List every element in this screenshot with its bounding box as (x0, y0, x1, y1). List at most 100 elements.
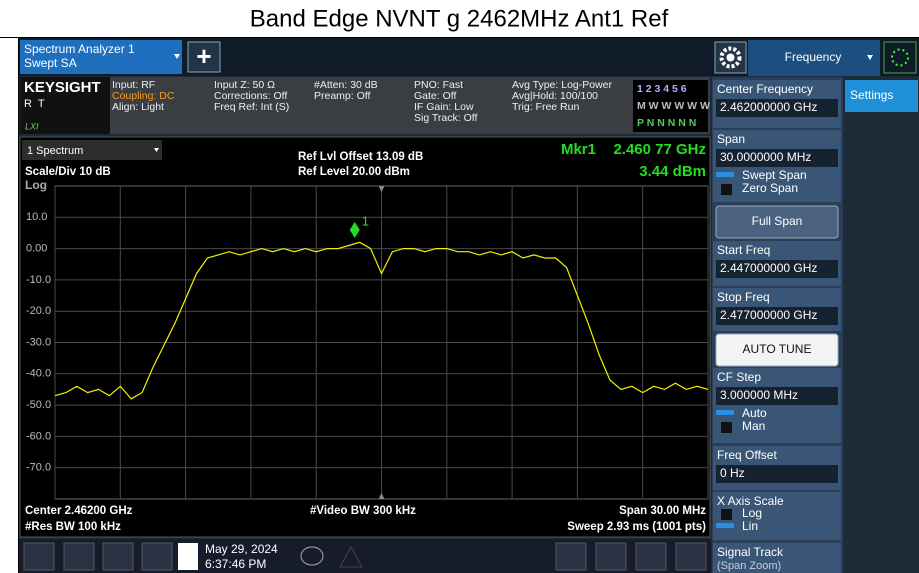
info-text: Avg Type: Log-Power (512, 79, 613, 91)
softkey-value: 2.462000000 GHz (720, 100, 817, 114)
footer-rbw: #Res BW 100 kHz (25, 521, 121, 533)
taskbar-icon[interactable] (63, 542, 95, 571)
taskbar-icon[interactable] (102, 542, 134, 571)
y-tick-label: 10.0 (26, 211, 47, 223)
settings-label: Settings (850, 88, 893, 102)
y-tick-label: 0.00 (26, 243, 47, 255)
info-text: PNO: Fast (414, 79, 463, 91)
taskbar-icon[interactable] (675, 542, 707, 571)
y-tick-label: -50.0 (26, 399, 51, 411)
info-text: Input Z: 50 Ω (214, 79, 275, 91)
footer-sweep: Sweep 2.93 ms (1001 pts) (567, 521, 706, 533)
option-label: Lin (742, 519, 758, 533)
panel-dropdown[interactable] (22, 140, 162, 160)
taskbar-icon[interactable] (23, 542, 55, 571)
marker-id: 1 (362, 213, 369, 228)
info-text: #Atten: 30 dB (314, 79, 378, 91)
chat-icon[interactable] (300, 546, 324, 566)
info-text: Corrections: Off (214, 90, 287, 102)
gear-icon (726, 53, 735, 62)
softkey-value: (Span Zoom) (717, 560, 781, 572)
trace-row: 1 2 3 4 5 6 (637, 83, 687, 95)
page-title: Band Edge NVNT g 2462MHz Ant1 Ref (250, 5, 669, 32)
info-text: Preamp: Off (314, 90, 370, 102)
softkey-button[interactable] (715, 205, 839, 239)
softkey-label: Span (717, 132, 745, 146)
softkey-value-box (716, 465, 838, 483)
softkey[interactable] (713, 543, 841, 573)
info-text: Gate: Off (414, 90, 456, 102)
softkey-value-box (716, 307, 838, 325)
status-icon[interactable] (883, 41, 917, 74)
info-text: Align: Light (112, 101, 164, 113)
softkey-value: 2.447000000 GHz (720, 261, 817, 275)
option-label: Swept Span (742, 168, 807, 182)
marker-readout-x: 2.460 77 GHz (613, 141, 706, 158)
softkey-button[interactable] (715, 333, 839, 367)
scale-type: Log (25, 178, 47, 192)
softkey-value-box (716, 149, 838, 167)
dropdown-arrow (154, 148, 159, 152)
trace-row: P N N N N N (637, 117, 696, 129)
analyzer-tab[interactable] (20, 40, 182, 74)
y-tick-label: -10.0 (26, 274, 51, 286)
option-label: Zero Span (742, 181, 798, 195)
taskbar-icon[interactable] (555, 542, 587, 571)
info-text: Sig Track: Off (414, 112, 477, 124)
ref-level: Ref Level 20.00 dBm (298, 166, 410, 178)
marker (349, 221, 360, 238)
dropdown-arrow (867, 55, 873, 60)
softkey-value-box (716, 260, 838, 278)
status-icon (891, 48, 909, 67)
add-label: + (196, 41, 211, 71)
softkey-value: 30.0000000 MHz (720, 150, 811, 164)
softkey[interactable] (713, 492, 841, 540)
y-tick-label: -70.0 (26, 462, 51, 474)
y-tick-label: -30.0 (26, 336, 51, 348)
menu-tab[interactable] (748, 40, 880, 76)
softkey-value: 2.477000000 GHz (720, 308, 817, 322)
option-label: Log (742, 506, 762, 520)
softkey-label: Start Freq (717, 243, 770, 257)
softkey-label: Freq Offset (717, 448, 777, 462)
trace-box (633, 80, 708, 132)
info-text: Coupling: DC (112, 90, 175, 102)
y-tick-label: -40.0 (26, 368, 51, 380)
taskbar-icon[interactable] (635, 542, 667, 571)
marker-readout-y: 3.44 dBm (639, 163, 706, 180)
tab-title: Spectrum Analyzer 1 (24, 42, 135, 56)
info-text: Trig: Free Run (512, 101, 579, 113)
add-button[interactable] (187, 41, 221, 73)
info-text: Input: RF (112, 79, 155, 91)
option-selected (716, 523, 734, 528)
softkey-label: CF Step (717, 370, 761, 384)
tab-subtitle: Swept SA (24, 56, 77, 70)
lxi: LXI (25, 121, 39, 131)
option-box (721, 184, 732, 195)
scale-label: Scale/Div 10 dB (25, 166, 111, 178)
trace (54, 241, 709, 400)
trace-row: M W W W W W (637, 100, 710, 112)
softkey[interactable] (713, 368, 841, 443)
softkey-label: AUTO TUNE (743, 342, 812, 356)
option-selected (716, 410, 734, 415)
taskbar-icon[interactable] (595, 542, 627, 571)
marker-readout-name: Mkr1 (561, 141, 596, 158)
settings-tab[interactable] (845, 80, 918, 112)
help-icon[interactable] (178, 543, 198, 570)
softkey-value-box (716, 99, 838, 117)
mode: R T (24, 98, 45, 110)
taskbar-icon[interactable] (141, 542, 173, 571)
option-box (721, 422, 732, 433)
panel-name: 1 Spectrum (27, 145, 83, 157)
brand: KEYSIGHT (24, 79, 101, 96)
softkey-value-box (716, 387, 838, 405)
option-label: Man (742, 419, 765, 433)
footer-center: Center 2.46200 GHz (25, 505, 133, 517)
menu-label: Frequency (785, 50, 842, 64)
info-text: Freq Ref: Int (S) (214, 101, 289, 113)
option-selected (716, 172, 734, 177)
chart-panel (19, 136, 711, 538)
